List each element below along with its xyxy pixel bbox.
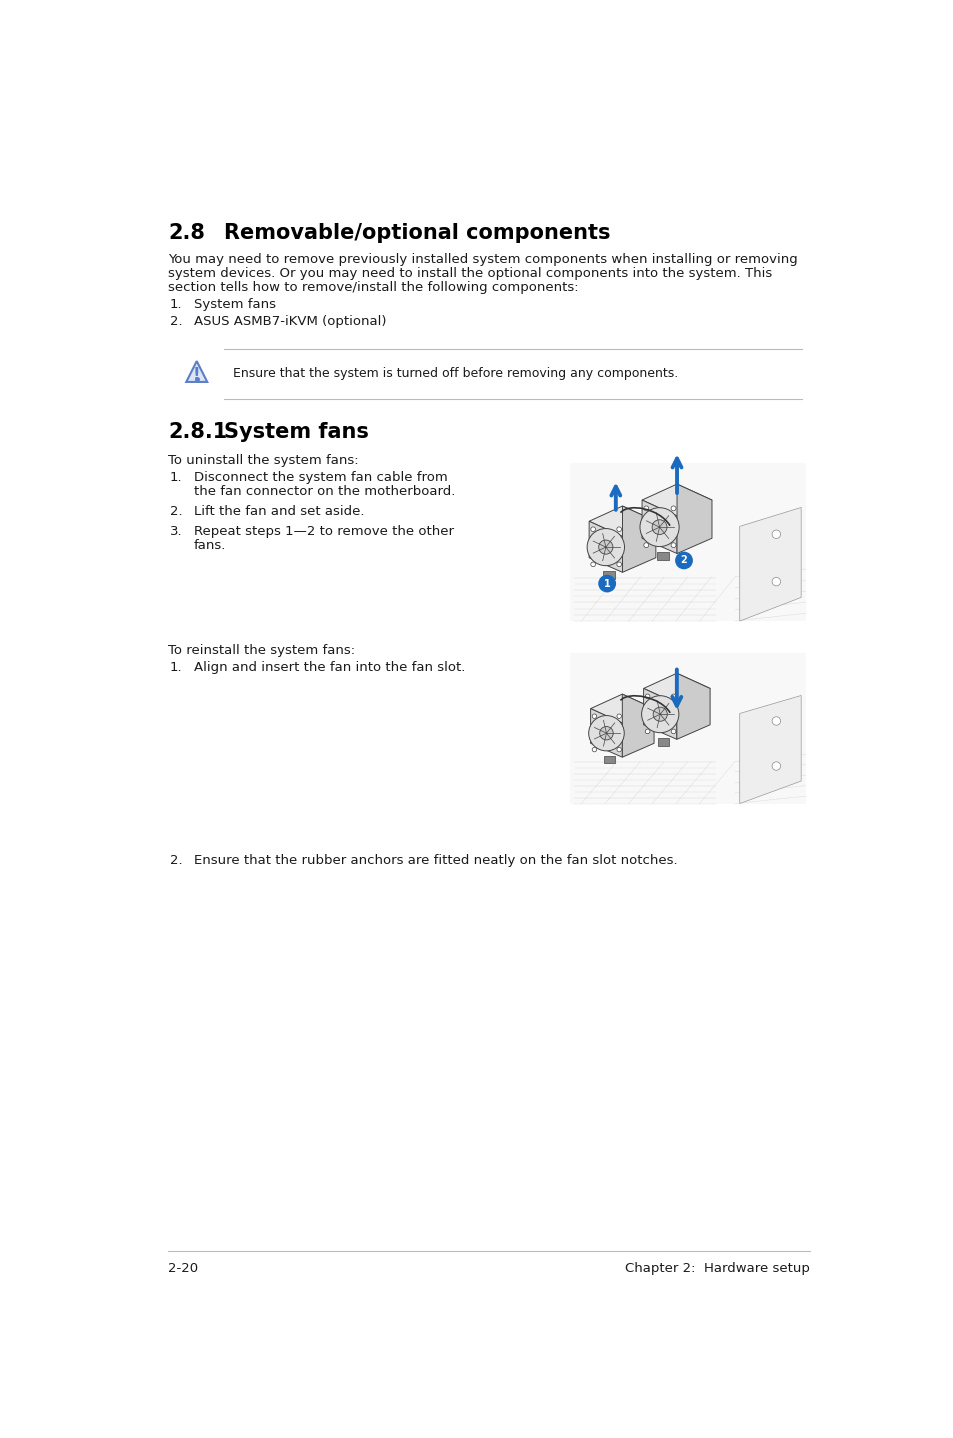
Polygon shape [643,689,676,739]
Text: 1.: 1. [170,470,182,485]
Circle shape [671,729,675,733]
Text: fans.: fans. [193,539,226,552]
Polygon shape [569,653,805,804]
Text: You may need to remove previously installed system components when installing or: You may need to remove previously instal… [168,253,797,266]
Circle shape [592,715,596,719]
Circle shape [586,529,624,565]
Circle shape [771,762,780,771]
Circle shape [598,575,616,592]
Text: !: ! [193,367,200,384]
Text: 2.8: 2.8 [168,223,205,243]
Text: 2.: 2. [170,315,182,328]
Circle shape [617,562,620,567]
Circle shape [670,506,676,510]
Text: 2-20: 2-20 [168,1263,198,1276]
Text: 1: 1 [603,578,610,588]
Circle shape [643,506,648,510]
Circle shape [653,707,666,722]
Text: ASUS ASMB7-iKVM (optional): ASUS ASMB7-iKVM (optional) [193,315,386,328]
Circle shape [590,526,595,532]
Circle shape [670,542,676,548]
Text: 3.: 3. [170,525,182,538]
Polygon shape [739,508,801,621]
Polygon shape [590,695,654,723]
Polygon shape [676,673,709,739]
Text: To reinstall the system fans:: To reinstall the system fans: [168,644,355,657]
Polygon shape [589,506,655,536]
Text: 2.: 2. [170,505,182,518]
Text: Chapter 2:  Hardware setup: Chapter 2: Hardware setup [624,1263,809,1276]
Circle shape [590,562,595,567]
Text: 1.: 1. [170,661,182,674]
Text: system devices. Or you may need to install the optional components into the syst: system devices. Or you may need to insta… [168,267,772,280]
Polygon shape [643,673,709,703]
Polygon shape [186,361,207,383]
Text: Align and insert the fan into the fan slot.: Align and insert the fan into the fan sl… [193,661,464,674]
Polygon shape [641,485,711,516]
Circle shape [588,716,623,751]
Circle shape [617,748,620,752]
Polygon shape [621,695,654,758]
Polygon shape [641,500,677,554]
Text: 2.8.1: 2.8.1 [168,421,227,441]
Text: Removable/optional components: Removable/optional components [224,223,610,243]
Circle shape [643,542,648,548]
Circle shape [599,726,613,741]
Text: Repeat steps 1—2 to remove the other: Repeat steps 1—2 to remove the other [193,525,454,538]
Circle shape [644,695,649,699]
Polygon shape [739,696,801,804]
Circle shape [639,508,679,546]
Polygon shape [622,506,655,572]
FancyBboxPatch shape [603,756,615,764]
Circle shape [671,695,675,699]
Polygon shape [677,485,711,554]
Text: System fans: System fans [193,299,275,312]
Circle shape [675,552,692,569]
Circle shape [617,526,620,532]
Polygon shape [590,709,621,758]
Text: Ensure that the rubber anchors are fitted neatly on the fan slot notches.: Ensure that the rubber anchors are fitte… [193,854,677,867]
Circle shape [598,541,612,554]
Circle shape [641,696,679,733]
Text: Disconnect the system fan cable from: Disconnect the system fan cable from [193,470,447,485]
FancyBboxPatch shape [603,571,615,578]
Circle shape [617,715,620,719]
Circle shape [644,729,649,733]
Text: section tells how to remove/install the following components:: section tells how to remove/install the … [168,282,578,295]
FancyBboxPatch shape [658,738,669,746]
FancyBboxPatch shape [657,552,668,561]
Text: the fan connector on the motherboard.: the fan connector on the motherboard. [193,485,455,498]
Text: 2: 2 [679,555,687,565]
Circle shape [592,748,596,752]
Text: Lift the fan and set aside.: Lift the fan and set aside. [193,505,364,518]
Circle shape [771,531,780,538]
Circle shape [771,578,780,585]
Polygon shape [569,463,805,621]
Text: 1.: 1. [170,299,182,312]
Circle shape [652,519,666,535]
Text: To uninstall the system fans:: To uninstall the system fans: [168,454,358,467]
Polygon shape [589,521,622,572]
Circle shape [771,716,780,725]
Text: System fans: System fans [224,421,369,441]
Text: Ensure that the system is turned off before removing any components.: Ensure that the system is turned off bef… [233,367,678,380]
Text: 2.: 2. [170,854,182,867]
